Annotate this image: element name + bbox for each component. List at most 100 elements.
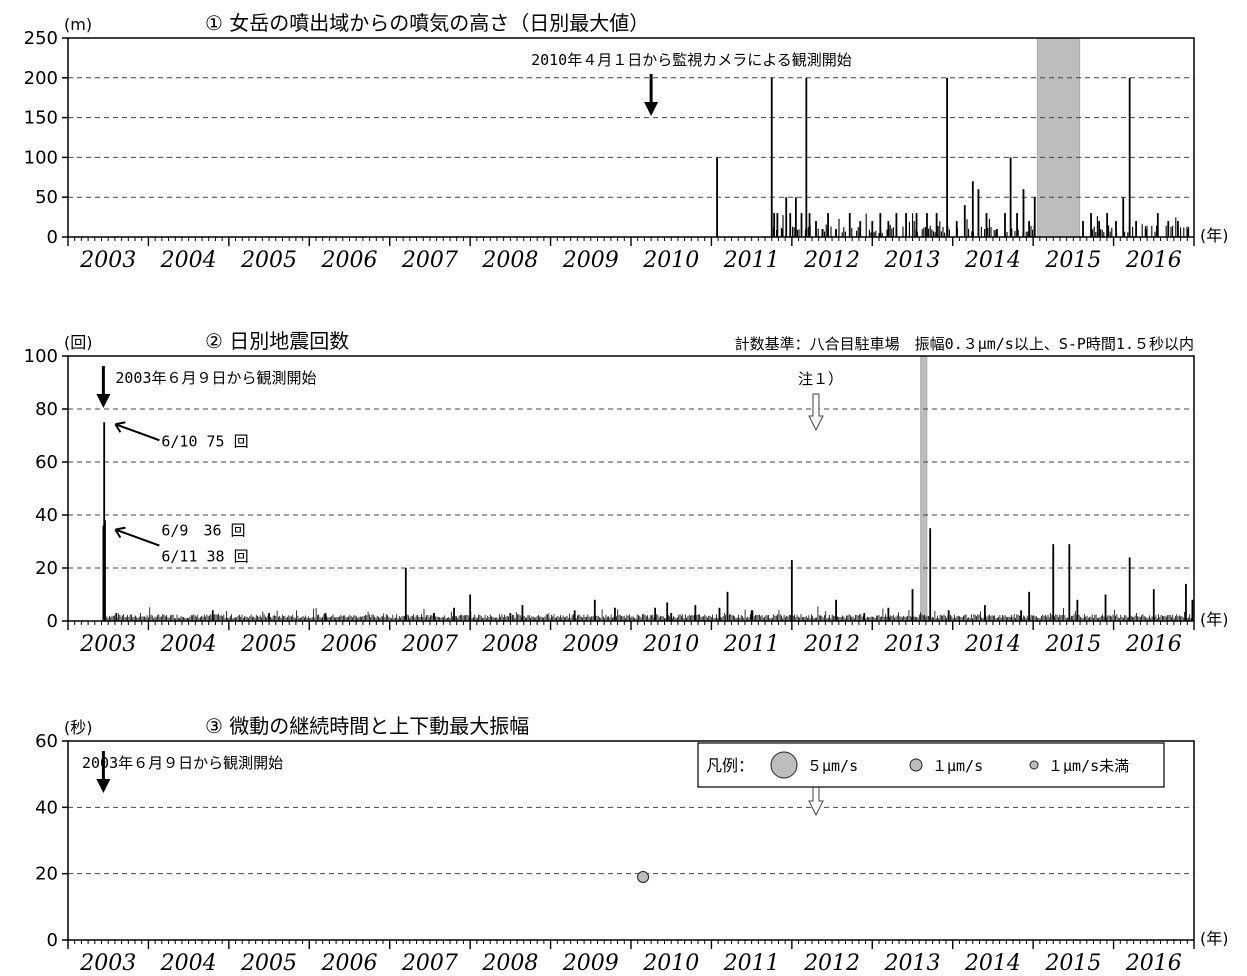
data-bar xyxy=(785,197,788,237)
start-note: 2003年６月９日から観測開始 xyxy=(115,369,316,387)
x-year-label: 2007 xyxy=(401,951,458,976)
value-callout: 6/11 38 回 xyxy=(161,548,248,566)
data-bar xyxy=(115,613,118,621)
shaded-period-0 xyxy=(920,355,928,622)
y-tick-label: 50 xyxy=(35,187,58,208)
legend-label: １μm/s xyxy=(932,757,983,775)
data-bar xyxy=(983,605,986,621)
data-point xyxy=(637,870,650,883)
x-year-label: 2013 xyxy=(884,951,941,976)
data-bar xyxy=(835,599,837,621)
x-year-label: 2008 xyxy=(481,951,538,976)
data-bar xyxy=(1185,583,1187,621)
x-year-label: 2010 xyxy=(642,951,699,976)
data-bar xyxy=(211,610,214,621)
y-tick-label: 100 xyxy=(24,346,58,367)
data-bar xyxy=(887,607,890,621)
plot-frame xyxy=(67,355,1195,622)
data-bar xyxy=(805,77,808,237)
data-bar xyxy=(794,197,797,237)
y-tick-label: 250 xyxy=(24,28,58,49)
data-bar xyxy=(509,613,512,621)
x-year-label: 2011 xyxy=(723,632,780,657)
value-callout-arrow xyxy=(114,421,160,442)
legend-label: １μm/s未満 xyxy=(1048,757,1129,775)
x-year-label: 2015 xyxy=(1044,632,1101,657)
x-unit-label: (年) xyxy=(1200,610,1229,629)
data-bar xyxy=(821,229,824,237)
x-year-label: 2006 xyxy=(321,951,378,976)
data-bar xyxy=(1052,544,1055,621)
y-tick-label: 20 xyxy=(35,864,58,885)
data-bar xyxy=(1128,557,1131,621)
panel-title: ③ 微動の継続時間と上下動最大振幅 xyxy=(205,714,529,738)
x-year-label: 2014 xyxy=(964,632,1021,657)
data-bar xyxy=(1156,213,1159,237)
y-tick-label: 40 xyxy=(35,797,58,818)
x-year-label: 2008 xyxy=(481,248,538,273)
x-year-label: 2010 xyxy=(642,248,699,273)
data-bar xyxy=(1068,544,1071,621)
x-year-label: 2005 xyxy=(240,632,297,657)
data-bar xyxy=(827,213,829,237)
data-bar xyxy=(593,599,596,621)
legend-title: 凡例： xyxy=(706,756,754,775)
y-tick-label: 40 xyxy=(35,505,58,526)
x-year-label: 2013 xyxy=(884,632,941,657)
x-year-label: 2016 xyxy=(1125,248,1182,273)
data-bar xyxy=(859,221,862,237)
start-note: 2010年４月１日から監視カメラによる観測開始 xyxy=(531,51,852,69)
panel-subtitle: 計数基準：八合目駐車場 振幅0.３μm/s以上、S-P時間1.５秒以内 xyxy=(735,335,1194,353)
legend-marker-small xyxy=(1029,760,1039,770)
data-bar xyxy=(1082,221,1084,237)
data-bar xyxy=(963,205,966,237)
data-bar xyxy=(654,607,657,621)
data-bar xyxy=(790,560,793,621)
note-arrow xyxy=(808,393,824,432)
data-bar xyxy=(905,213,907,237)
data-bar xyxy=(1090,213,1092,237)
data-bar xyxy=(863,613,866,621)
x-year-label: 2013 xyxy=(884,248,941,273)
y-tick-label: 80 xyxy=(35,399,58,420)
start-arrow-head xyxy=(644,102,659,116)
data-bar xyxy=(1167,221,1170,237)
y-tick-label: 0 xyxy=(47,611,58,632)
data-bar xyxy=(985,213,988,237)
x-year-label: 2011 xyxy=(723,951,780,976)
panel-earthquake-count: 0 20 40 60 80 100 2003 2004 2005 2006 2007 2008 2009… xyxy=(24,329,1229,657)
x-year-label: 2009 xyxy=(562,951,619,976)
data-bar xyxy=(1033,197,1036,237)
data-bar xyxy=(895,213,898,237)
data-bar xyxy=(1115,221,1117,237)
x-year-label: 2014 xyxy=(964,951,1021,976)
data-bar xyxy=(324,613,327,621)
data-bar xyxy=(104,520,106,621)
x-unit-label: (年) xyxy=(1200,226,1229,245)
data-bar xyxy=(404,568,407,621)
x-year-label: 2009 xyxy=(562,632,619,657)
y-tick-label: 60 xyxy=(35,452,58,473)
data-bar xyxy=(946,77,948,237)
data-bar xyxy=(926,213,928,237)
data-bar xyxy=(1004,213,1006,237)
data-bar xyxy=(911,589,914,621)
x-year-label: 2004 xyxy=(160,951,217,976)
data-bar xyxy=(1152,589,1155,621)
value-callout-arrow xyxy=(114,526,160,547)
x-year-label: 2006 xyxy=(321,248,378,273)
x-year-label: 2011 xyxy=(723,248,780,273)
data-bar xyxy=(614,607,616,621)
data-bar xyxy=(789,213,792,237)
daily-count-baseline xyxy=(103,606,1192,621)
x-year-label: 2005 xyxy=(240,951,297,976)
x-year-label: 2012 xyxy=(803,248,860,273)
data-bar xyxy=(1186,229,1189,237)
data-bar xyxy=(1022,189,1025,237)
x-year-label: 2015 xyxy=(1044,951,1101,976)
x-year-label: 2003 xyxy=(79,248,136,273)
x-year-label: 2012 xyxy=(803,632,860,657)
data-bar xyxy=(716,157,718,237)
data-bar xyxy=(935,213,938,237)
